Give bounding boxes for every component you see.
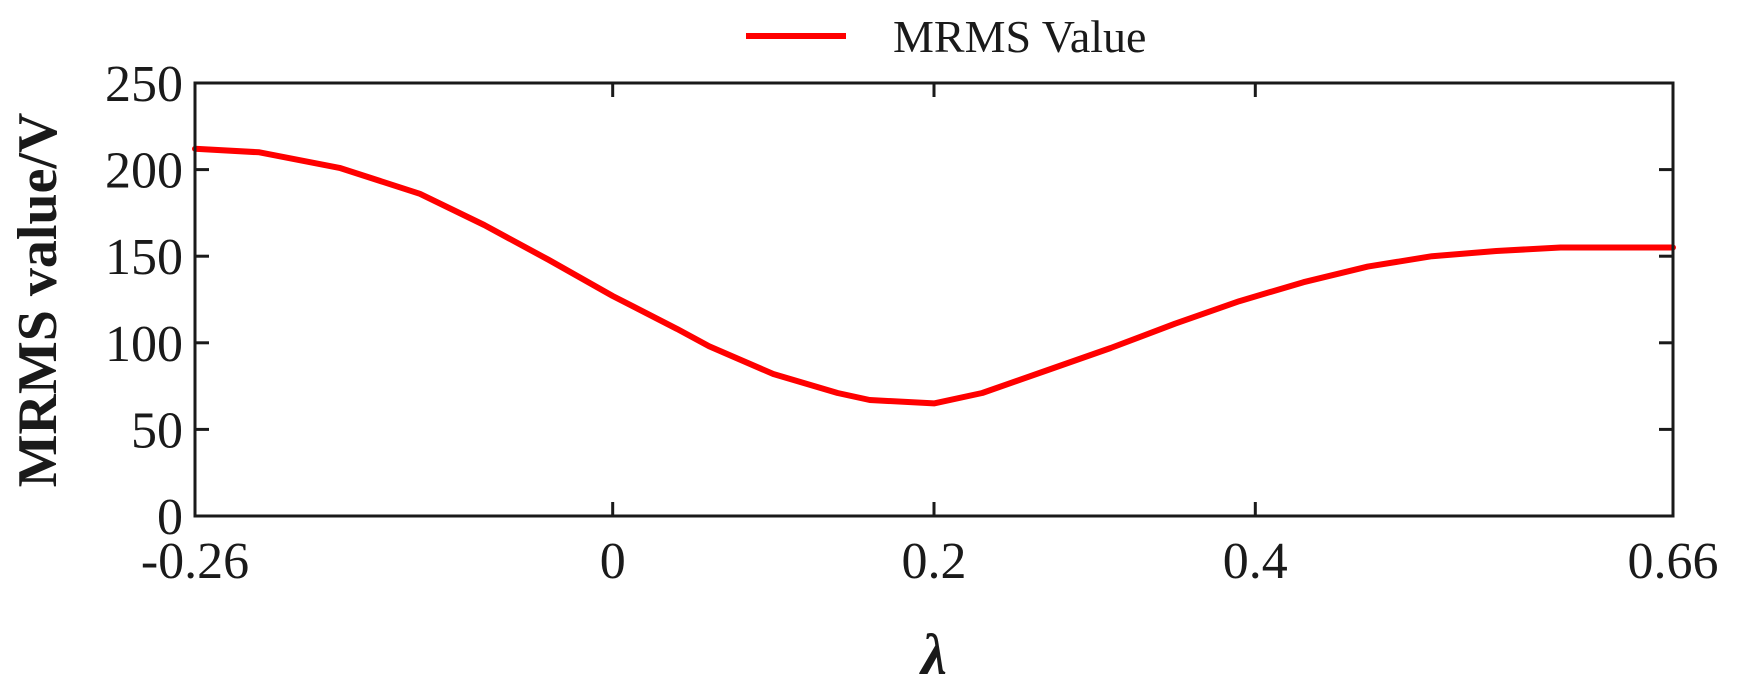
y-tick-label: 150	[105, 229, 183, 286]
y-tick-label: 250	[105, 56, 183, 113]
x-axis: -0.26 0 0.2 0.4 0.66	[141, 83, 1719, 590]
y-axis-label: MRMS value/V	[7, 113, 69, 488]
x-tick-label: 0.2	[902, 533, 967, 590]
y-tick-label: 50	[131, 402, 183, 459]
x-tick-label: -0.26	[141, 533, 249, 590]
y-axis: 0 50 100 150 200 250	[105, 56, 1673, 546]
series-layer	[192, 145, 1676, 407]
x-tick-label: 0.4	[1223, 533, 1288, 590]
x-tick-label: 0	[600, 533, 626, 590]
x-axis-label: λ	[919, 622, 947, 687]
legend-label: MRMS Value	[893, 11, 1146, 62]
x-tick-label: 0.66	[1628, 533, 1719, 590]
y-tick-label: 200	[105, 143, 183, 200]
y-tick-label: 0	[157, 489, 183, 546]
y-tick-label: 100	[105, 316, 183, 373]
plot-area	[193, 81, 1675, 518]
series-line	[192, 145, 1676, 407]
legend: MRMS Value	[746, 11, 1146, 62]
